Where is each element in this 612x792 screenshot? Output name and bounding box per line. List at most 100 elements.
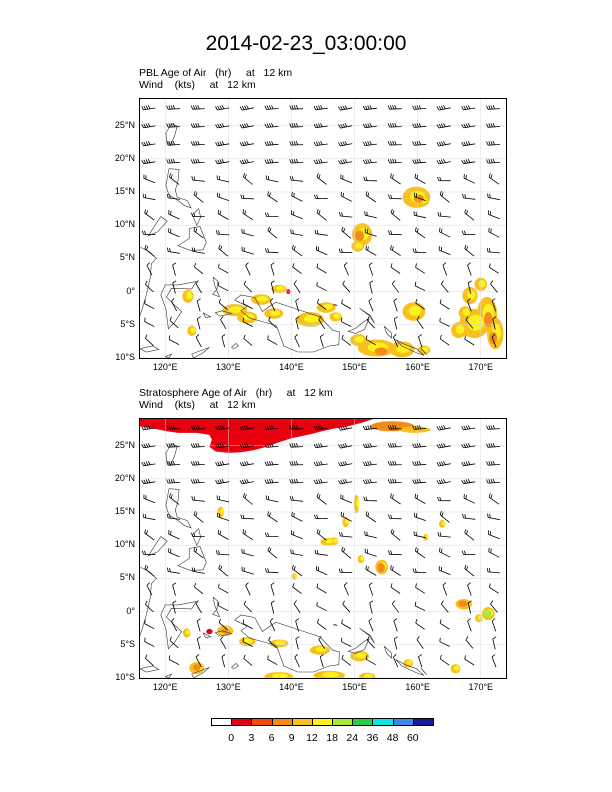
wind-barb bbox=[414, 214, 427, 219]
wind-barb bbox=[146, 210, 148, 215]
wind-barb bbox=[442, 262, 447, 266]
coastline bbox=[202, 632, 212, 638]
wind-barb bbox=[463, 425, 467, 430]
wind-barb bbox=[394, 460, 397, 465]
age-of-air-patch bbox=[478, 615, 483, 620]
wind-barb bbox=[367, 425, 370, 430]
wind-barb bbox=[368, 618, 373, 622]
wind-barb bbox=[439, 641, 450, 647]
wind-barb bbox=[215, 550, 218, 555]
wind-barb bbox=[489, 583, 491, 588]
wind-barb bbox=[271, 158, 274, 163]
wind-barb bbox=[270, 262, 275, 266]
wind-barb bbox=[340, 461, 343, 466]
wind-barb bbox=[289, 105, 292, 110]
wind-barb bbox=[486, 247, 489, 252]
wind-barb bbox=[167, 567, 169, 572]
coastline bbox=[165, 168, 192, 209]
lat-tick-label: 15°N bbox=[114, 505, 135, 516]
wind-barb bbox=[190, 443, 194, 448]
lon-tick-label: 120°E bbox=[152, 362, 178, 372]
age-of-air-patch bbox=[483, 312, 493, 327]
wind-barb bbox=[343, 228, 346, 233]
wind-barb bbox=[394, 425, 397, 430]
wind-barb bbox=[166, 123, 169, 128]
colorbar-swatch bbox=[251, 718, 273, 726]
wind-barb bbox=[467, 300, 472, 312]
wind-barb bbox=[170, 210, 172, 215]
wind-barb bbox=[365, 335, 368, 340]
wind-barb bbox=[291, 159, 294, 164]
wind-barb bbox=[215, 462, 218, 466]
coastline bbox=[347, 318, 370, 334]
wind-barb bbox=[219, 105, 223, 110]
wind-barb bbox=[269, 548, 272, 553]
wind-barb bbox=[146, 585, 153, 596]
wind-barb bbox=[190, 141, 194, 146]
wind-barb bbox=[394, 316, 398, 320]
wind-barb bbox=[338, 124, 341, 129]
wind-barb bbox=[293, 600, 297, 604]
wind-barb bbox=[388, 514, 390, 519]
wind-barb bbox=[389, 461, 393, 466]
wind-barb bbox=[461, 124, 464, 129]
wind-barb bbox=[342, 105, 346, 110]
wind-barb bbox=[295, 425, 299, 430]
wind-barb bbox=[292, 176, 294, 181]
wind-barb bbox=[266, 443, 270, 448]
wind-barb bbox=[338, 142, 341, 147]
wind-barb bbox=[343, 548, 346, 553]
colorbar-label: 36 bbox=[366, 732, 379, 744]
wind-barb bbox=[196, 298, 201, 302]
lon-tick-label: 120°E bbox=[152, 682, 178, 692]
wind-barb bbox=[368, 584, 374, 596]
wind-barb bbox=[362, 425, 366, 430]
lat-tick-label: 15°N bbox=[114, 185, 135, 196]
wind-barb bbox=[291, 195, 303, 202]
wind-barb bbox=[195, 603, 202, 614]
age-of-air-patch bbox=[467, 290, 476, 300]
wind-barb bbox=[172, 600, 177, 604]
wind-barb bbox=[292, 549, 294, 554]
wind-barb bbox=[436, 124, 440, 129]
wind-barb bbox=[390, 586, 401, 594]
wind-barb bbox=[289, 479, 292, 484]
wind-barb bbox=[393, 654, 397, 658]
wind-barb bbox=[195, 283, 202, 294]
wind-barb bbox=[316, 263, 319, 268]
wind-barb bbox=[387, 159, 390, 164]
wind-barb bbox=[193, 510, 196, 515]
wind-barb bbox=[142, 513, 144, 518]
wind-barb bbox=[294, 334, 298, 338]
wind-barb bbox=[318, 174, 321, 179]
wind-barb bbox=[146, 265, 153, 276]
wind-barb bbox=[418, 140, 422, 145]
wind-barb bbox=[241, 570, 254, 575]
wind-barb bbox=[415, 587, 426, 594]
wind-barb bbox=[264, 479, 267, 484]
lat-tick-label: 5°N bbox=[119, 252, 135, 263]
wind-barb bbox=[166, 159, 169, 164]
wind-barb bbox=[195, 548, 198, 553]
wind-barb bbox=[316, 496, 327, 505]
wind-barb bbox=[197, 316, 201, 320]
wind-barb bbox=[362, 141, 366, 146]
colorbar-swatch bbox=[291, 718, 313, 726]
wind-barb bbox=[169, 636, 172, 641]
wind-barb bbox=[340, 159, 343, 164]
wind-barb bbox=[488, 123, 491, 128]
wind-barb bbox=[442, 585, 448, 596]
wind-barb bbox=[241, 123, 245, 128]
wind-barb bbox=[362, 461, 366, 466]
wind-barb bbox=[340, 125, 353, 129]
wind-barb bbox=[197, 105, 200, 110]
wind-barb bbox=[416, 636, 420, 640]
wind-barb bbox=[365, 159, 368, 164]
wind-barb bbox=[416, 319, 424, 329]
wind-barb bbox=[166, 461, 169, 466]
wind-barb bbox=[436, 444, 440, 449]
wind-barb bbox=[143, 141, 147, 146]
wind-barb bbox=[314, 194, 317, 199]
age-of-air-patch bbox=[315, 646, 327, 653]
wind-barb bbox=[217, 461, 220, 466]
